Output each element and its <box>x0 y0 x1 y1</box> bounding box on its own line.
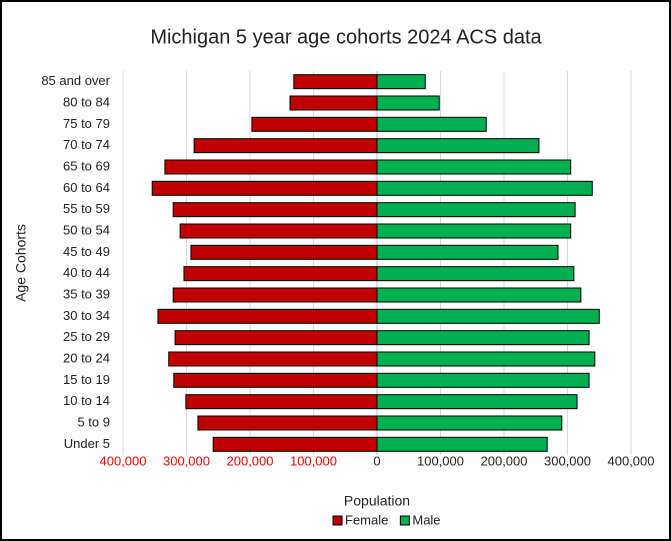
y-tick-label: 70 to 74 <box>63 137 110 152</box>
x-tick-label: 0 <box>373 453 380 468</box>
x-tick-label: 300,000 <box>163 453 210 468</box>
bar <box>157 308 378 324</box>
y-tick-label: 45 to 49 <box>63 244 110 259</box>
bar <box>173 372 378 388</box>
bar <box>376 415 563 431</box>
bar <box>193 138 378 154</box>
bar <box>376 351 596 367</box>
y-tick-label: 85 and over <box>41 73 110 88</box>
y-tick-label: 50 to 54 <box>63 222 110 237</box>
bar <box>376 394 578 410</box>
x-tick-label: 200,000 <box>481 453 528 468</box>
y-tick-label: 80 to 84 <box>63 94 110 109</box>
y-tick-label: 5 to 9 <box>77 414 110 429</box>
bar <box>376 223 572 239</box>
bar <box>172 202 378 218</box>
bar <box>376 244 559 260</box>
bar <box>376 138 540 154</box>
y-tick-label: 65 to 69 <box>63 158 110 173</box>
y-tick-label: 60 to 64 <box>63 180 110 195</box>
bar <box>376 372 590 388</box>
y-tick-label: 30 to 34 <box>63 308 110 323</box>
y-tick-label: 15 to 19 <box>63 372 110 387</box>
y-tick-label: Under 5 <box>64 436 110 451</box>
legend-swatch <box>332 515 343 526</box>
bar <box>376 436 548 452</box>
bar <box>376 116 487 132</box>
y-tick-label: 75 to 79 <box>63 116 110 131</box>
bar <box>289 95 378 111</box>
bar <box>197 415 378 431</box>
legend-label: Male <box>412 512 440 527</box>
x-tick-label: 300,000 <box>544 453 591 468</box>
bar <box>376 180 593 196</box>
chart-title: Michigan 5 year age cohorts 2024 ACS dat… <box>150 26 542 48</box>
y-tick-label: 35 to 39 <box>63 286 110 301</box>
bar <box>376 202 576 218</box>
x-tick-label: 200,000 <box>227 453 274 468</box>
bar <box>251 116 378 132</box>
bar <box>376 159 572 175</box>
y-tick-label: 55 to 59 <box>63 201 110 216</box>
bar <box>376 308 600 324</box>
x-axis-title: Population <box>344 493 410 509</box>
x-tick-label: 100,000 <box>417 453 464 468</box>
bar <box>168 351 378 367</box>
bar <box>174 330 378 346</box>
bar <box>212 436 378 452</box>
bar <box>376 287 582 303</box>
bar <box>179 223 378 239</box>
x-tick-label: 400,000 <box>608 453 655 468</box>
legend-label: Female <box>345 512 388 527</box>
y-axis-title: Age Cohorts <box>13 224 29 302</box>
bar <box>190 244 378 260</box>
bar <box>376 330 590 346</box>
y-tick-label: 25 to 29 <box>63 329 110 344</box>
bar <box>172 287 378 303</box>
bar <box>376 95 440 111</box>
x-tick-label: 100,000 <box>290 453 337 468</box>
x-tick-label: 400,000 <box>100 453 147 468</box>
bar <box>164 159 378 175</box>
y-tick-label: 40 to 44 <box>63 265 110 280</box>
bar <box>183 266 378 282</box>
bar <box>151 180 378 196</box>
legend-swatch <box>399 515 410 526</box>
y-tick-label: 10 to 14 <box>63 393 110 408</box>
bar <box>185 394 378 410</box>
bar <box>293 74 378 90</box>
y-tick-label: 20 to 24 <box>63 350 110 365</box>
bar <box>376 74 426 90</box>
bar <box>376 266 575 282</box>
